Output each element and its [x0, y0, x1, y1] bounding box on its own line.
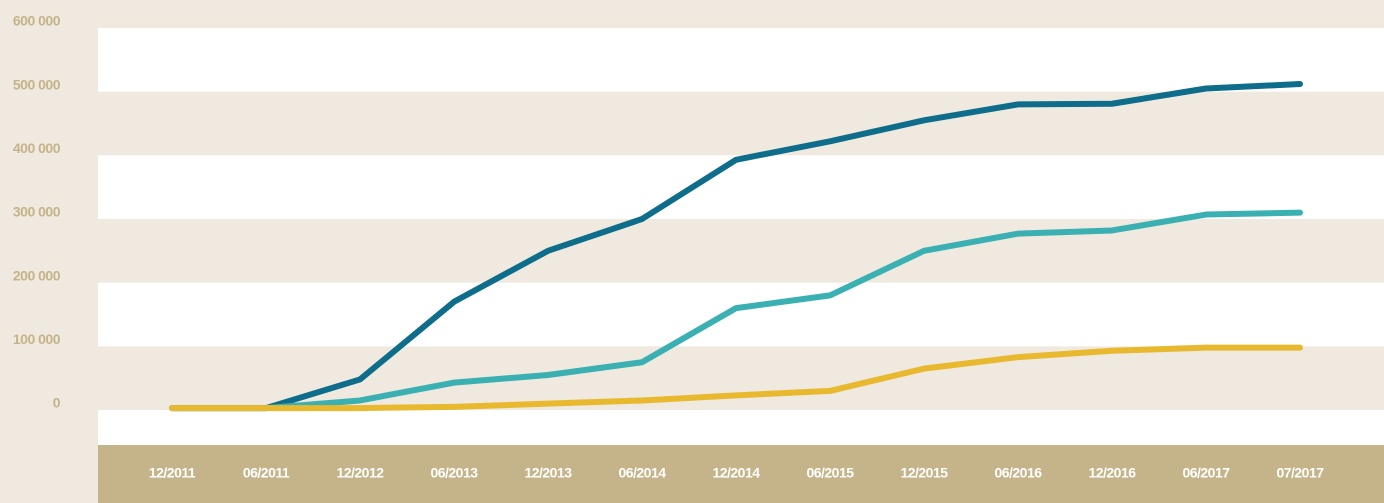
x-tick-label: 06/2015 — [806, 465, 854, 481]
y-tick-label: 200 000 — [13, 267, 61, 283]
page: 0 100 000 200 000 300 000 400 000 500 000 600 … — [0, 0, 1384, 503]
band — [98, 28, 1384, 92]
x-tick-label: 12/2011 — [149, 465, 196, 481]
x-tick-label: 07/2017 — [1276, 465, 1324, 481]
band — [98, 410, 1384, 445]
x-tick-label: 06/2013 — [430, 465, 478, 481]
x-tick-label: 06/2017 — [1182, 465, 1230, 481]
chart: 0 100 000 200 000 300 000 400 000 500 000 600 … — [0, 0, 1384, 503]
x-tick-label: 06/2016 — [994, 465, 1042, 481]
x-tick-label: 06/2014 — [618, 465, 666, 481]
x-tick-label: 12/2014 — [712, 465, 760, 481]
y-tick-label: 300 000 — [13, 204, 61, 220]
band — [98, 283, 1384, 347]
y-tick-label: 400 000 — [13, 140, 61, 156]
x-tick-label: 12/2013 — [524, 465, 572, 481]
x-tick-label: 12/2016 — [1088, 465, 1136, 481]
x-tick-label: 06/2011 — [243, 465, 290, 481]
x-tick-label: 12/2015 — [900, 465, 948, 481]
y-tick-label: 0 — [53, 395, 61, 411]
y-tick-label: 600 000 — [13, 13, 61, 29]
band — [98, 155, 1384, 219]
x-tick-label: 12/2012 — [336, 465, 384, 481]
y-tick-label: 500 000 — [13, 76, 61, 92]
y-tick-label: 100 000 — [13, 331, 61, 347]
